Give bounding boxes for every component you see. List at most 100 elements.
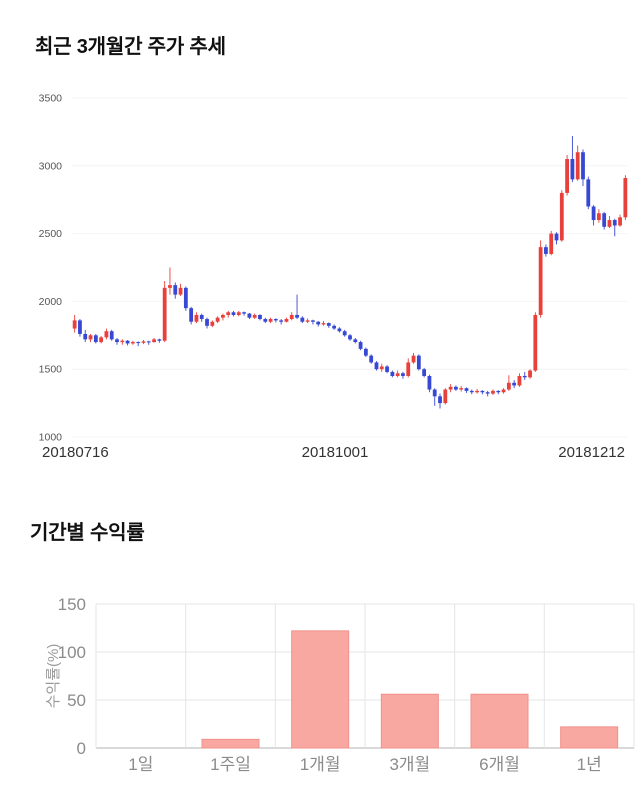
candle-body [168, 285, 172, 288]
candle-body [469, 390, 474, 393]
candle-body [612, 220, 617, 226]
candle-body [115, 339, 119, 343]
candle-body [295, 314, 299, 318]
price-y-tick-label: 1000 [39, 432, 63, 444]
price-y-tick-label: 3500 [39, 93, 63, 105]
price-y-tick-label: 2000 [39, 296, 63, 308]
candle-body [538, 247, 543, 315]
candle-body [332, 325, 337, 329]
candle-body [581, 152, 585, 180]
candle-body [549, 233, 554, 254]
candle-body [379, 366, 384, 370]
candle-body [83, 333, 88, 340]
candle-body [247, 313, 252, 318]
candle-body [78, 320, 82, 334]
candle-body [88, 335, 93, 340]
candle-body [575, 152, 580, 180]
candle-body [284, 319, 289, 322]
candle-body [459, 388, 464, 390]
candle-body [300, 317, 305, 322]
price-x-date-label: 20180716 [42, 444, 109, 461]
candle-body [263, 319, 268, 322]
returns-y-tick-label: 100 [58, 643, 86, 662]
price-x-date-label: 20181001 [302, 444, 369, 461]
candle-body [99, 337, 104, 343]
candle-body [130, 342, 135, 344]
candle-body [120, 340, 125, 343]
candle-body [305, 320, 310, 322]
candle-body [607, 220, 612, 227]
price-x-date-label: 20181212 [558, 444, 625, 461]
candle-body [427, 375, 432, 390]
candle-body [416, 355, 421, 370]
candle-body [173, 285, 178, 295]
candle-body [337, 328, 342, 332]
returns-y-tick-label: 150 [58, 595, 86, 614]
candle-body [258, 314, 262, 320]
candle-body [422, 369, 427, 376]
returns-bar [470, 693, 529, 749]
candle-body [146, 341, 151, 343]
candle-body [369, 355, 374, 363]
candle-body [480, 390, 485, 393]
candle-body [395, 373, 400, 376]
returns-category-label: 6개월 [479, 755, 520, 774]
candle-body [205, 319, 209, 326]
candle-body [506, 382, 511, 390]
returns-bar [560, 726, 619, 749]
candle-body [438, 396, 442, 404]
returns-ylabel: 수익률(%) [45, 644, 62, 709]
candle-body [178, 287, 183, 295]
candle-body [448, 386, 453, 390]
candle-body [454, 386, 458, 390]
candle-body [353, 339, 358, 343]
candle-body [591, 206, 596, 221]
candle-body [157, 339, 162, 341]
price-y-tick-label: 3000 [39, 160, 63, 172]
candle-body [411, 355, 416, 363]
candle-body [554, 233, 559, 241]
price-y-tick-label: 1500 [39, 364, 63, 376]
price-candlestick-chart: 1000 1500 2000 2500 3000 3500 20180716 20181001… [39, 93, 628, 461]
candle-body [72, 320, 77, 329]
candle-body [152, 339, 156, 343]
candle-body [528, 370, 532, 378]
candle-body [93, 335, 98, 343]
candle-body [252, 314, 257, 318]
candle-body [125, 340, 130, 344]
returns-title: 기간별 수익률 [30, 522, 145, 544]
candle-body [311, 320, 315, 322]
candle-body [141, 341, 146, 343]
candle-body [602, 213, 607, 227]
candle-body [432, 389, 437, 397]
candle-body [194, 314, 199, 322]
returns-bar-chart: 0 50 100 150 수익률(%) 1일 1주일 1개월 3개월 6개월 1년 [45, 595, 635, 774]
candle-body [289, 314, 294, 320]
returns-bar [380, 693, 439, 749]
candle-body [512, 382, 517, 386]
candle-body [374, 362, 379, 370]
candle-body [475, 390, 479, 393]
candle-body [136, 342, 141, 344]
candle-body [162, 287, 167, 341]
candle-body [242, 312, 246, 314]
candle-body [596, 213, 601, 221]
candle-body [406, 362, 411, 376]
candle-body [268, 319, 273, 322]
returns-category-label: 1개월 [300, 755, 341, 774]
candle-body [273, 319, 278, 321]
candle-body [501, 389, 506, 393]
candle-body [491, 390, 495, 394]
candle-body [348, 335, 352, 340]
price-trend-title: 최근 3개월간 주가 추세 [35, 36, 226, 58]
candle-body [109, 331, 114, 340]
candle-body [570, 159, 575, 180]
returns-category-label: 1일 [128, 755, 153, 774]
candle-body [443, 389, 448, 404]
candle-body [326, 323, 331, 326]
candle-body [517, 375, 522, 386]
candle-body [279, 320, 284, 322]
candle-body [586, 179, 591, 207]
candle-body [104, 331, 109, 338]
